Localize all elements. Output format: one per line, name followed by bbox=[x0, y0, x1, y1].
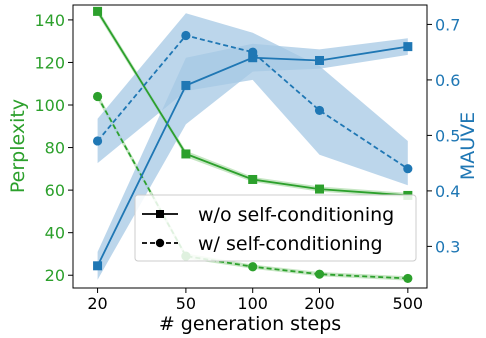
legend-box bbox=[134, 194, 417, 262]
data-point-2-0 bbox=[93, 261, 103, 271]
data-point-2-2 bbox=[248, 53, 258, 63]
x-axis-ticks: 20 50 100 200 500 bbox=[87, 288, 423, 313]
data-point-1-3 bbox=[314, 269, 325, 279]
x-tick-label-2: 100 bbox=[237, 294, 268, 313]
series-line-3 bbox=[96, 34, 409, 170]
y-axis-label-right: MAUVE bbox=[457, 112, 479, 180]
legend-label-with: w/ self-conditioning bbox=[198, 233, 383, 255]
data-point-3-2 bbox=[248, 47, 258, 57]
data-point-0-2 bbox=[248, 174, 258, 184]
legend-marker-square bbox=[156, 210, 164, 218]
data-point-0-1 bbox=[181, 149, 191, 159]
right-axis-ticks: 0.3 0.4 0.5 0.6 0.7 bbox=[427, 15, 460, 256]
right-tick-label-2: 0.5 bbox=[435, 126, 460, 145]
right-tick-label-0: 0.3 bbox=[435, 237, 460, 256]
data-point-2-3 bbox=[315, 55, 325, 65]
right-tick-label-4: 0.7 bbox=[435, 15, 460, 34]
confidence-band-3 bbox=[97, 13, 408, 186]
data-point-3-4 bbox=[403, 164, 413, 174]
right-tick-label-1: 0.4 bbox=[435, 182, 460, 201]
confidence-bands bbox=[97, 8, 408, 281]
legend-label-without: w/o self-conditioning bbox=[198, 204, 394, 226]
left-tick-label-1: 40 bbox=[45, 224, 65, 243]
left-tick-label-2: 60 bbox=[45, 181, 65, 200]
data-point-1-4 bbox=[403, 273, 413, 284]
left-tick-label-5: 120 bbox=[34, 53, 65, 72]
data-point-3-0 bbox=[92, 136, 103, 146]
legend-marker-circle bbox=[155, 238, 165, 248]
left-tick-label-0: 20 bbox=[45, 266, 65, 285]
x-tick-label-3: 200 bbox=[304, 294, 335, 313]
data-point-2-1 bbox=[181, 80, 191, 90]
right-tick-label-3: 0.6 bbox=[435, 71, 460, 90]
x-tick-label-1: 50 bbox=[176, 294, 196, 313]
data-point-2-4 bbox=[403, 42, 413, 52]
left-tick-label-3: 80 bbox=[45, 139, 65, 158]
x-tick-label-4: 500 bbox=[393, 294, 424, 313]
data-point-3-3 bbox=[314, 105, 325, 116]
data-point-1-0 bbox=[92, 91, 103, 102]
plot-frame bbox=[72, 4, 428, 289]
data-point-0-3 bbox=[315, 184, 325, 194]
data-point-0-0 bbox=[93, 6, 103, 16]
left-tick-label-4: 100 bbox=[34, 96, 65, 115]
left-tick-label-6: 140 bbox=[34, 11, 65, 30]
left-axis-ticks: 20 40 60 80 100 120 140 bbox=[34, 11, 73, 285]
data-point-3-1 bbox=[181, 30, 191, 41]
legend: w/o self-conditioning w/ self-conditioni… bbox=[134, 194, 417, 262]
series-markers bbox=[92, 6, 413, 284]
x-tick-label-0: 20 bbox=[87, 294, 107, 313]
x-axis-label: # generation steps bbox=[159, 313, 341, 335]
y-axis-label-left: Perplexity bbox=[7, 99, 29, 193]
data-point-1-2 bbox=[248, 262, 258, 272]
